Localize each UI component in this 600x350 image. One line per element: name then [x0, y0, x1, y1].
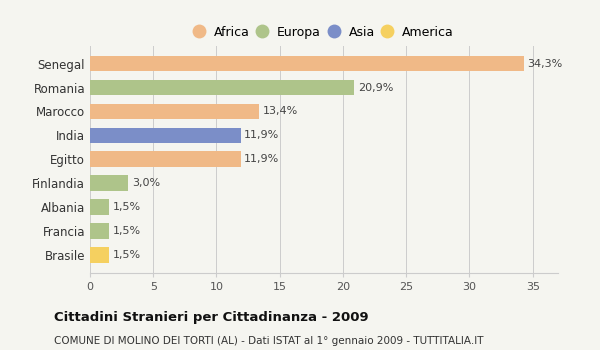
Bar — [90, 223, 109, 239]
Text: COMUNE DI MOLINO DEI TORTI (AL) - Dati ISTAT al 1° gennaio 2009 - TUTTITALIA.IT: COMUNE DI MOLINO DEI TORTI (AL) - Dati I… — [54, 336, 484, 346]
Bar — [90, 127, 241, 143]
Bar — [90, 247, 109, 262]
Text: 1,5%: 1,5% — [113, 202, 141, 212]
Legend: Africa, Europa, Asia, America: Africa, Europa, Asia, America — [190, 22, 458, 43]
Text: 1,5%: 1,5% — [113, 250, 141, 260]
Text: Cittadini Stranieri per Cittadinanza - 2009: Cittadini Stranieri per Cittadinanza - 2… — [54, 312, 368, 324]
Text: 34,3%: 34,3% — [527, 58, 563, 69]
Bar — [90, 104, 259, 119]
Bar — [90, 175, 128, 191]
Bar — [90, 152, 241, 167]
Text: 1,5%: 1,5% — [113, 226, 141, 236]
Bar — [90, 56, 524, 71]
Text: 3,0%: 3,0% — [132, 178, 160, 188]
Text: 13,4%: 13,4% — [263, 106, 299, 117]
Text: 20,9%: 20,9% — [358, 83, 394, 92]
Text: 11,9%: 11,9% — [244, 130, 280, 140]
Bar — [90, 199, 109, 215]
Text: 11,9%: 11,9% — [244, 154, 280, 164]
Bar — [90, 80, 355, 95]
